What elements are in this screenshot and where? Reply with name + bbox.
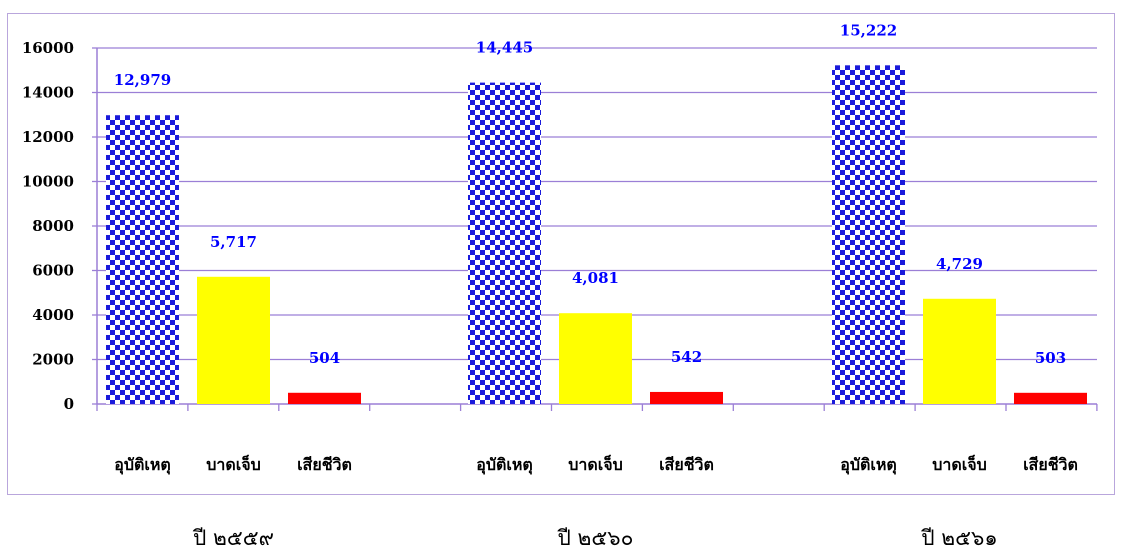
data-label: 12,979	[114, 71, 171, 89]
y-tick-label: 14000	[22, 84, 74, 102]
dead-bar	[650, 391, 723, 404]
dead-bar	[288, 392, 361, 404]
y-tick-label: 0	[64, 395, 74, 413]
data-label: 5,717	[210, 233, 257, 251]
data-label: 15,222	[840, 21, 897, 39]
category-label: บาดเจ็บ	[206, 453, 261, 474]
y-tick-label: 10000	[22, 173, 74, 191]
data-label: 4,729	[936, 255, 983, 273]
y-tick-label: 8000	[32, 217, 74, 235]
y-tick-label: 4000	[32, 306, 74, 324]
year-group-label: ปี ๒๕๖๑	[921, 526, 998, 550]
y-tick-label: 16000	[22, 39, 74, 57]
chart-frame	[7, 13, 1115, 495]
category-label: อุบัติเหตุ	[114, 455, 171, 475]
category-label: เสียชีวิต	[297, 455, 352, 474]
category-label: อุบัติเหตุ	[476, 455, 533, 475]
year-group-label: ปี ๒๕๖๐	[557, 526, 634, 550]
data-label: 14,445	[476, 39, 533, 57]
accident-bar	[832, 65, 905, 405]
data-label: 503	[1035, 349, 1066, 367]
y-tick-label: 2000	[32, 351, 74, 369]
injured-bar	[559, 313, 632, 404]
category-label: เสียชีวิต	[1023, 455, 1078, 474]
accident-bar	[106, 115, 179, 404]
category-label: อุบัติเหตุ	[840, 455, 897, 475]
dead-bar	[1014, 392, 1087, 404]
data-label: 542	[671, 348, 702, 366]
injured-bar	[923, 298, 996, 404]
category-label: เสียชีวิต	[659, 455, 714, 474]
y-tick-label: 12000	[22, 128, 74, 146]
category-label: บาดเจ็บ	[568, 453, 623, 474]
data-label: 504	[309, 349, 340, 367]
bars	[106, 65, 1087, 405]
injured-bar	[197, 276, 270, 404]
y-tick-label: 6000	[32, 262, 74, 280]
data-label: 4,081	[572, 269, 619, 287]
accident-bar	[468, 82, 541, 404]
labels: 0 2000 4000 6000 8000 10000 12000 14000 16000 12,…	[22, 21, 1078, 550]
year-group-label: ปี ๒๕๕๙	[192, 526, 274, 550]
category-label: บาดเจ็บ	[932, 453, 987, 474]
